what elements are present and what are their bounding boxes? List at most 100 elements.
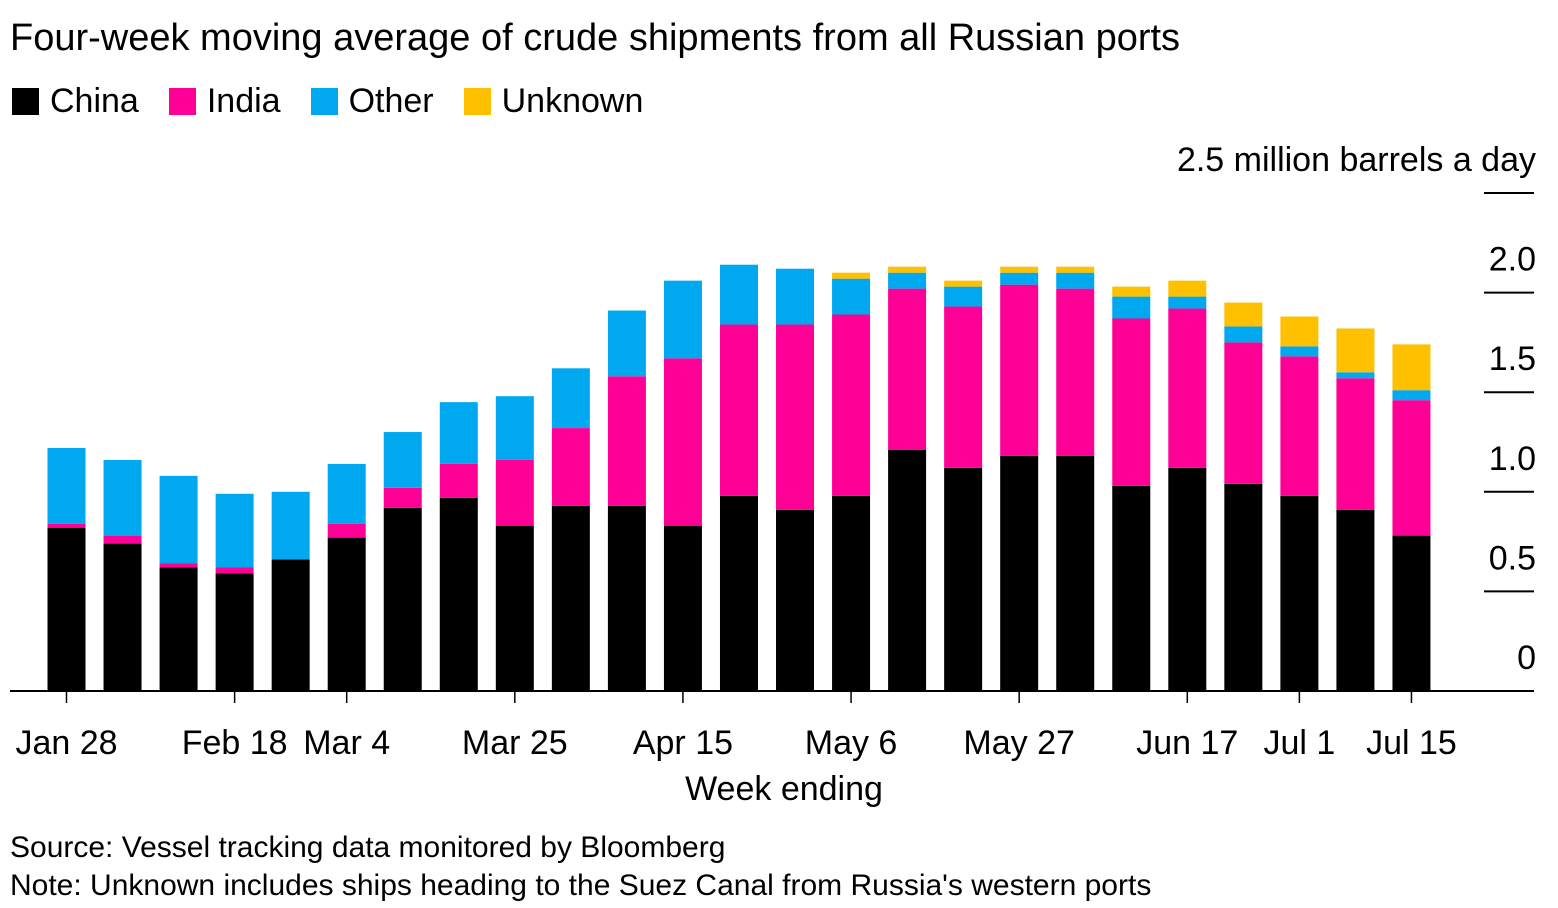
bar-segment-india	[776, 324, 815, 510]
x-tick-label: May 6	[805, 724, 898, 762]
bar-segment-china	[776, 509, 815, 691]
x-axis: Jan 28 Feb 18 Mar 4 Mar 25 Apr 15 May 6 May 27…	[10, 690, 1534, 762]
bar-segment-other	[663, 280, 702, 359]
bar-segment-other	[383, 432, 422, 488]
bar-segment-china	[832, 495, 871, 691]
footnote: Note: Unknown includes ships heading to …	[10, 869, 1152, 902]
bar-segment-other	[888, 272, 927, 289]
bar-segment-other	[832, 278, 871, 315]
y-tick-label: 0	[1517, 639, 1536, 677]
bar-segment-unknown	[1168, 280, 1207, 297]
bar-segment-india	[159, 563, 198, 568]
bars-group	[47, 264, 1431, 691]
y-tick-label: 1.0	[1489, 440, 1536, 478]
bar-segment-unknown	[832, 272, 871, 279]
source-note: Source: Vessel tracking data monitored b…	[10, 831, 726, 864]
bar-segment-china	[888, 449, 927, 691]
x-axis-title: Week ending	[685, 770, 883, 808]
x-tick-label: Jul 1	[1263, 724, 1335, 762]
legend-item-unknown: Unknown	[463, 80, 644, 122]
bar-segment-china	[1280, 495, 1319, 691]
bar-segment-india	[1112, 318, 1151, 486]
bar-segment-unknown	[1056, 266, 1095, 273]
bar-segment-other	[1168, 296, 1207, 309]
bar-segment-india	[1280, 356, 1319, 496]
bar-segment-india	[719, 324, 758, 496]
bar-segment-china	[327, 537, 366, 691]
bar-segment-india	[663, 358, 702, 526]
bar-segment-other	[1224, 326, 1263, 343]
legend-swatch-china	[12, 87, 39, 115]
bar-segment-other	[271, 491, 310, 560]
bar-segment-india	[327, 523, 366, 538]
bar-segment-china	[551, 505, 590, 691]
legend-label-unknown: Unknown	[501, 82, 644, 120]
legend-item-other: Other	[310, 80, 434, 122]
bar-segment-china	[944, 467, 983, 691]
legend-item-china: China	[12, 80, 139, 122]
x-tick-label: Mar 4	[303, 724, 390, 762]
bar-segment-other	[1336, 372, 1375, 379]
bar-segment-unknown	[1112, 286, 1151, 297]
bar-segment-unknown	[944, 280, 983, 287]
bar-segment-other	[719, 264, 758, 325]
bar-segment-other	[1392, 390, 1431, 401]
bar-segment-unknown	[888, 266, 927, 273]
legend-swatch-unknown	[463, 87, 491, 115]
bar-segment-unknown	[1000, 266, 1039, 273]
bar-segment-india	[439, 463, 478, 498]
legend-swatch-india	[168, 87, 196, 115]
bar-segment-india	[944, 306, 983, 468]
legend: China India Other Unknown	[12, 80, 673, 122]
bar-segment-china	[1336, 509, 1375, 691]
bar-segment-india	[215, 567, 254, 574]
x-tick-label: Mar 25	[462, 724, 568, 762]
bar-segment-china	[215, 573, 254, 691]
x-tick-label: Apr 15	[633, 724, 733, 762]
legend-label-china: China	[50, 82, 139, 120]
y-tick-label: 1.5	[1489, 340, 1536, 378]
bar-segment-china	[1056, 455, 1095, 691]
y-tick-label: 2.0	[1489, 241, 1536, 279]
bar-segment-other	[1000, 272, 1039, 285]
bar-segment-other	[1056, 272, 1095, 289]
bar-segment-india	[607, 376, 646, 506]
bar-segment-india	[1336, 378, 1375, 510]
x-tick-label: Jul 15	[1366, 724, 1457, 762]
bar-segment-india	[495, 459, 534, 526]
bar-segment-china	[1112, 485, 1151, 691]
bar-segment-other	[215, 493, 254, 568]
legend-label-india: India	[206, 82, 281, 120]
y-axis: 0 0.5 1.0 1.5 2.0 2.5 million barrels a day	[1177, 141, 1536, 677]
bar-segment-india	[1224, 342, 1263, 484]
bar-segment-china	[439, 497, 478, 691]
bar-segment-india	[1392, 400, 1431, 536]
bar-segment-india	[47, 523, 86, 528]
bar-segment-india	[1000, 284, 1039, 456]
bar-segment-other	[495, 396, 534, 460]
bar-segment-china	[271, 559, 310, 691]
bar-segment-other	[1112, 296, 1151, 319]
bar-segment-china	[1392, 535, 1431, 691]
y-tick-label: 2.5 million barrels a day	[1177, 141, 1536, 179]
bar-segment-india	[1056, 288, 1095, 456]
bar-segment-india	[551, 428, 590, 506]
bar-segment-other	[47, 447, 86, 524]
bar-segment-other	[776, 268, 815, 325]
y-tick-label: 0.5	[1489, 539, 1536, 577]
bar-segment-india	[832, 314, 871, 496]
bar-segment-china	[607, 505, 646, 691]
chart-title: Four-week moving average of crude shipme…	[10, 17, 1181, 59]
bar-segment-unknown	[1392, 344, 1431, 391]
bar-segment-other	[607, 310, 646, 377]
bar-segment-other	[439, 402, 478, 464]
legend-swatch-other	[310, 87, 338, 115]
bar-segment-china	[159, 567, 198, 691]
legend-item-india: India	[168, 80, 281, 122]
bar-segment-china	[1000, 455, 1039, 691]
bar-segment-other	[551, 368, 590, 429]
bar-segment-unknown	[1280, 316, 1319, 347]
bar-segment-other	[159, 475, 198, 564]
x-tick-label: Feb 18	[182, 724, 288, 762]
bar-segment-other	[1280, 346, 1319, 357]
